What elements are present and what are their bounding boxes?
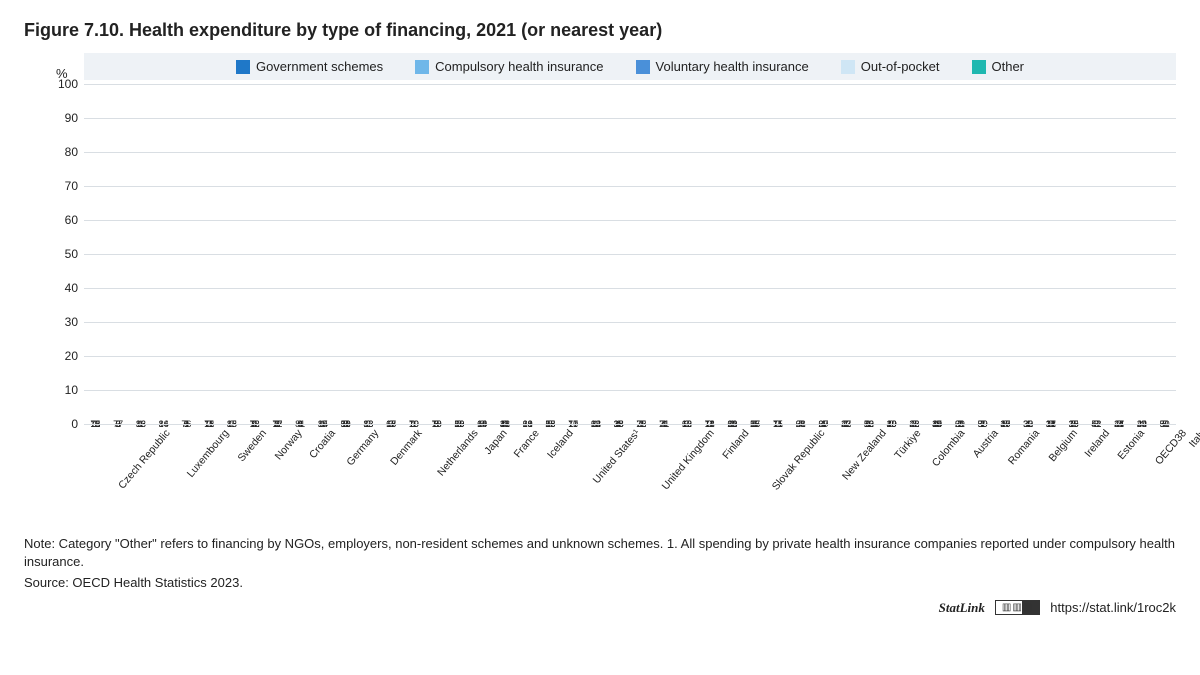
ytick: 30 xyxy=(52,315,78,329)
legend-item-chi: Compulsory health insurance xyxy=(415,59,603,74)
legend-label: Voluntary health insurance xyxy=(656,59,809,74)
ytick: 100 xyxy=(52,77,78,91)
legend-item-oop: Out-of-pocket xyxy=(841,59,940,74)
statlink-url[interactable]: https://stat.link/1roc2k xyxy=(1050,600,1176,615)
legend-label: Other xyxy=(992,59,1025,74)
legend-label: Compulsory health insurance xyxy=(435,59,603,74)
legend-swatch xyxy=(636,60,650,74)
ytick: 10 xyxy=(52,383,78,397)
statlink-logo: StatLink xyxy=(939,600,985,616)
ytick: 70 xyxy=(52,179,78,193)
x-axis-labels: Czech RepublicLuxembourgSwedenNorwayCroa… xyxy=(84,425,1176,531)
statlink-badge: ▥▥▥ xyxy=(995,600,1040,615)
ytick: 80 xyxy=(52,145,78,159)
statlink: StatLink ▥▥▥ https://stat.link/1roc2k xyxy=(24,600,1176,616)
legend-item-vhi: Voluntary health insurance xyxy=(636,59,809,74)
legend-swatch xyxy=(841,60,855,74)
legend-swatch xyxy=(236,60,250,74)
plot-area: 1571131977392861138614976591117521285213… xyxy=(84,84,1176,425)
ytick: 60 xyxy=(52,213,78,227)
ytick: 0 xyxy=(52,417,78,431)
ytick: 50 xyxy=(52,247,78,261)
legend-item-oth: Other xyxy=(972,59,1025,74)
ytick: 90 xyxy=(52,111,78,125)
source-text: Source: OECD Health Statistics 2023. xyxy=(24,574,1176,592)
chart: % 15711319773928611386149765911175212852… xyxy=(84,84,1176,425)
legend-swatch xyxy=(415,60,429,74)
ytick: 20 xyxy=(52,349,78,363)
figure-title: Figure 7.10. Health expenditure by type … xyxy=(24,20,1176,41)
legend-label: Out-of-pocket xyxy=(861,59,940,74)
ytick: 40 xyxy=(52,281,78,295)
legend-swatch xyxy=(972,60,986,74)
legend: Government schemes Compulsory health insu… xyxy=(84,53,1176,80)
legend-item-gov: Government schemes xyxy=(236,59,383,74)
legend-label: Government schemes xyxy=(256,59,383,74)
